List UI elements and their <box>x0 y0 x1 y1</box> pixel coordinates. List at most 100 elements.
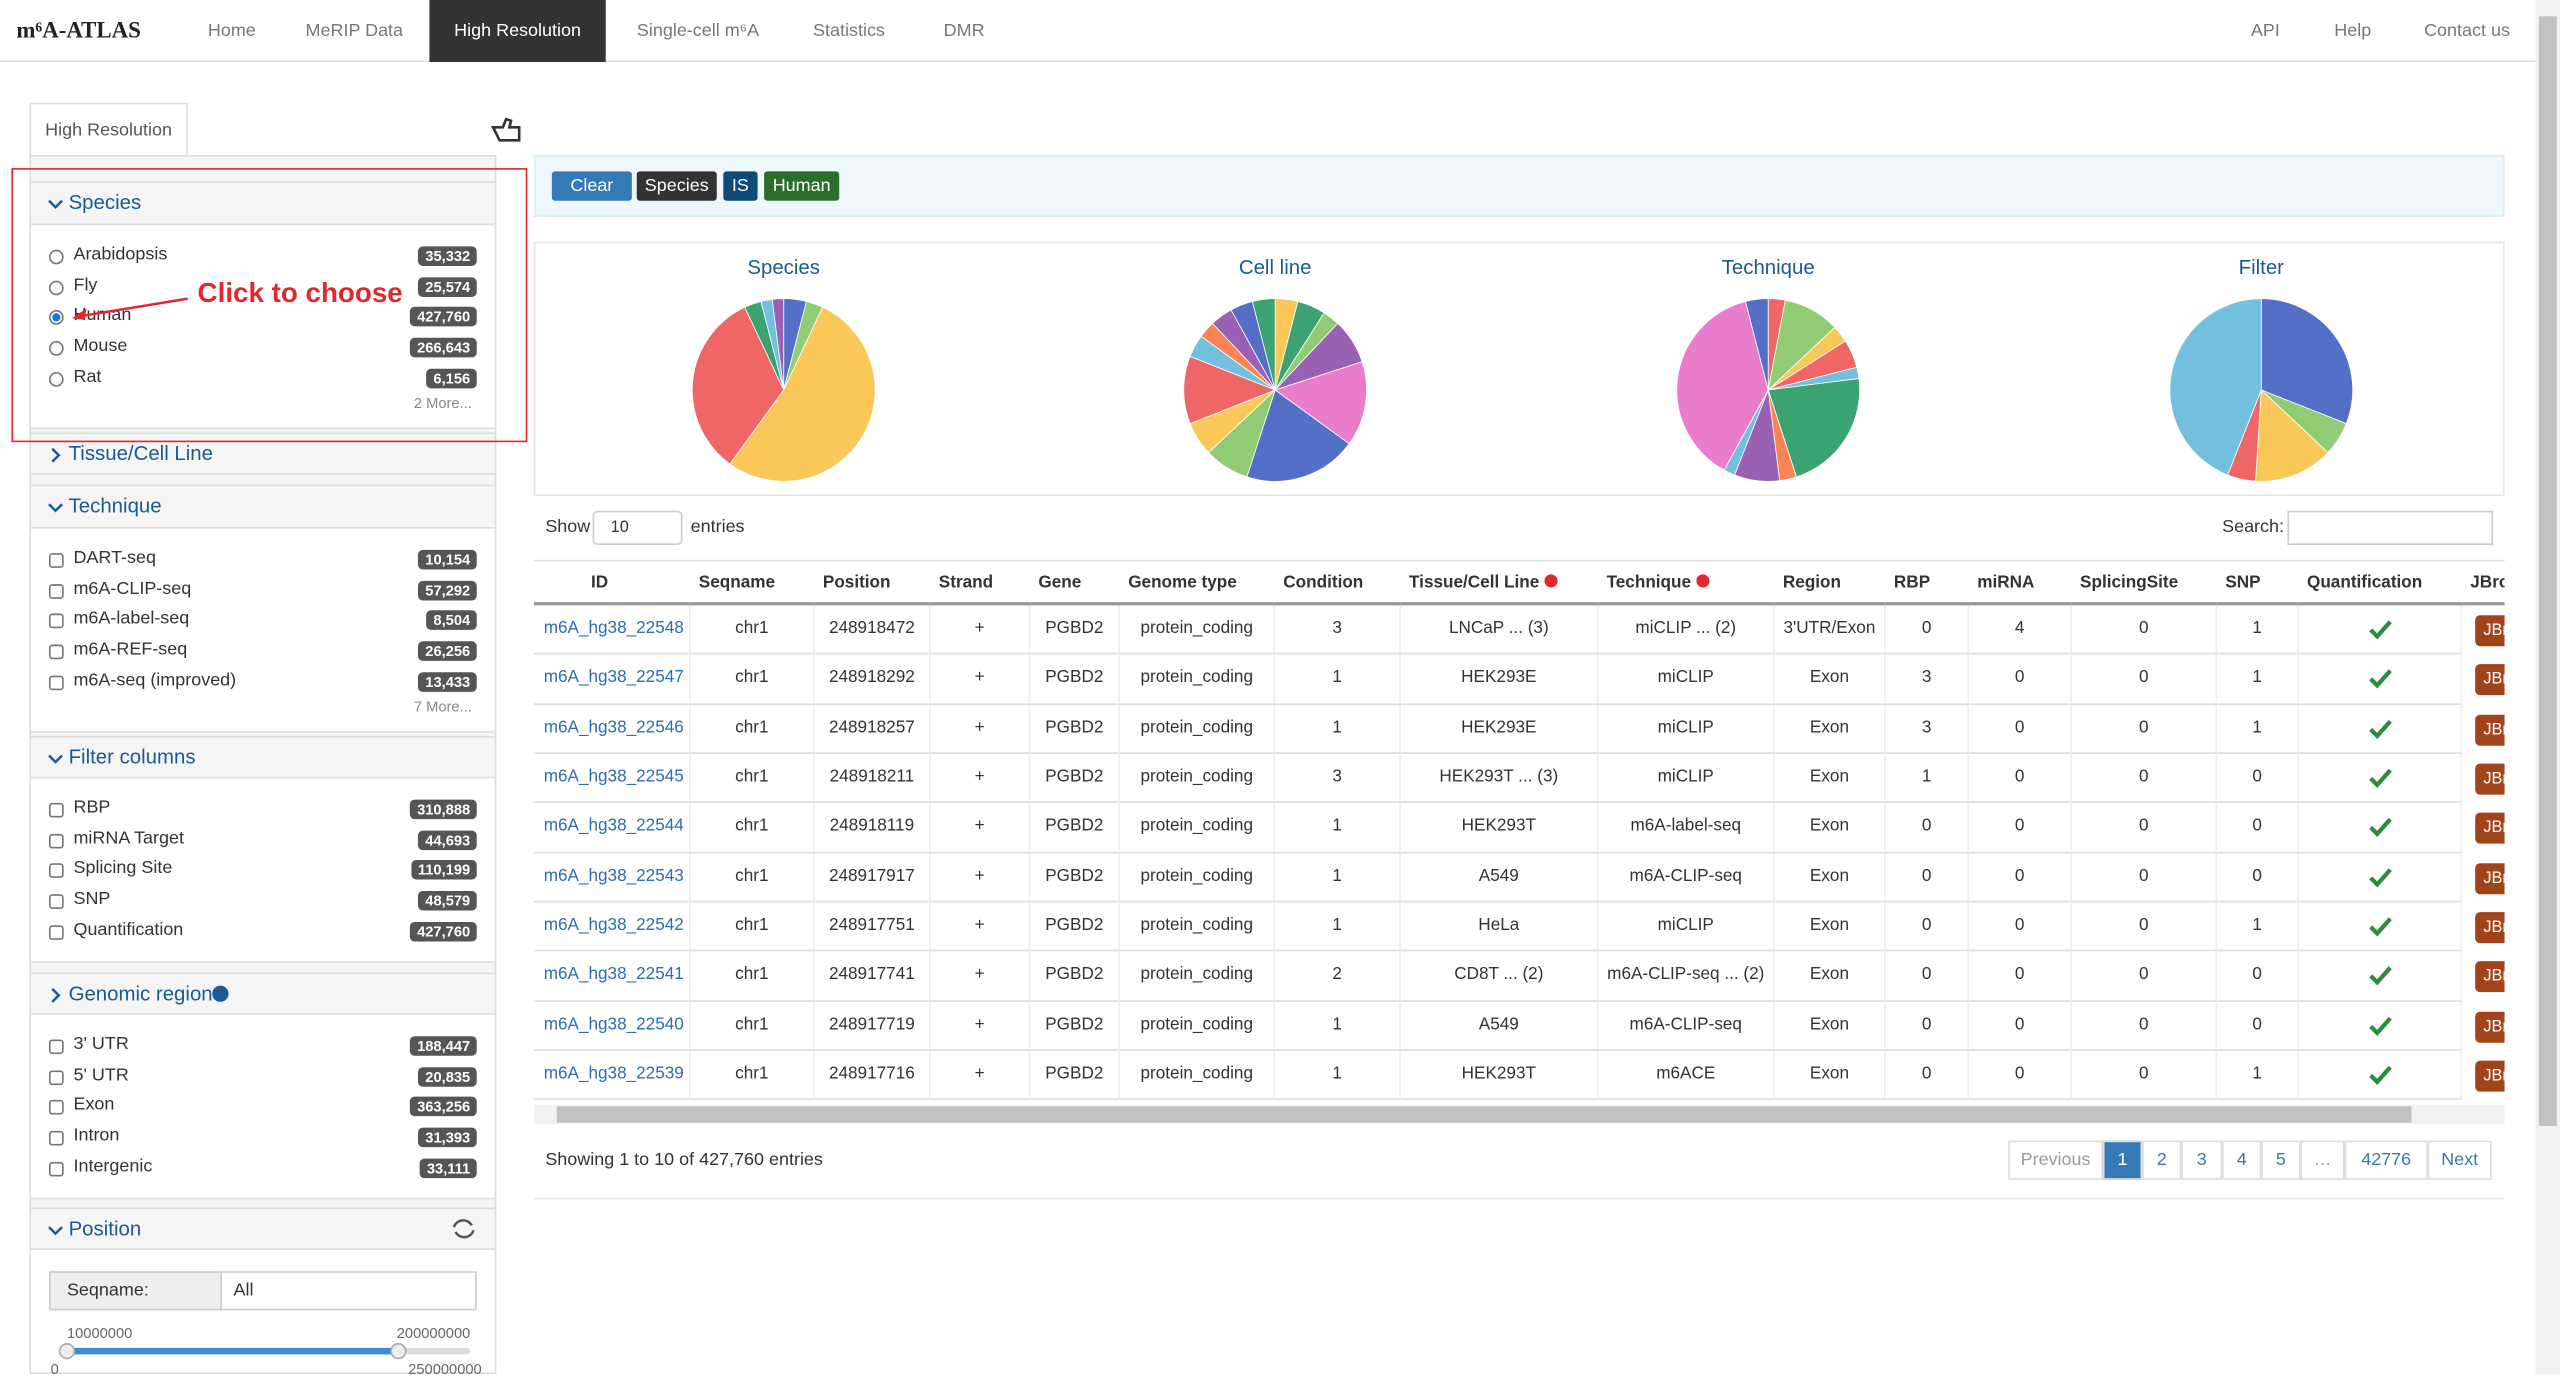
td[interactable]: m6A_hg38_22547 <box>533 654 691 705</box>
th[interactable]: Position <box>814 559 931 606</box>
th[interactable]: Strand <box>930 559 1031 606</box>
td[interactable]: m6A_hg38_22546 <box>533 704 691 754</box>
section-header[interactable] <box>31 735 495 779</box>
search-input[interactable] <box>2287 510 2494 546</box>
checkbox[interactable] <box>48 1130 64 1146</box>
count-badge: 427,760 <box>410 921 477 942</box>
td: protein_coding <box>1120 704 1276 754</box>
length-select[interactable]: 10 <box>592 510 683 546</box>
check-icon <box>2369 818 2392 838</box>
td[interactable]: m6A_hg38_22540 <box>533 1001 691 1052</box>
radio[interactable] <box>48 280 64 295</box>
seqname-select[interactable]: All <box>220 1271 477 1311</box>
section-header[interactable] <box>31 181 495 226</box>
jbrowse-button[interactable]: JBrowse <box>2475 763 2505 795</box>
checkbox[interactable] <box>48 1161 64 1177</box>
th[interactable]: Gene <box>1030 559 1121 606</box>
jbrowse-button[interactable]: JBrowse <box>2475 1011 2505 1043</box>
section-header[interactable] <box>31 432 495 475</box>
section-header[interactable] <box>31 972 495 1015</box>
checkbox[interactable] <box>48 833 64 849</box>
th[interactable]: Tissue/Cell Line <box>1400 559 1599 606</box>
filter-tag[interactable]: Human <box>764 171 840 201</box>
nav-item[interactable]: MeRIP Data <box>305 21 404 41</box>
nav-item[interactable]: Single-cell m⁶A <box>636 21 760 41</box>
slider-handle[interactable] <box>58 1342 76 1360</box>
nav-right-item[interactable]: Contact us <box>2424 21 2510 41</box>
jbrowse-button[interactable]: JBrowse <box>2475 664 2505 696</box>
jbrowse-button[interactable]: JBrowse <box>2475 813 2505 845</box>
checkbox[interactable] <box>48 1069 64 1085</box>
option-label: 5' UTR <box>73 1065 129 1085</box>
page-button[interactable]: … <box>2300 1140 2345 1180</box>
clear-button[interactable]: Clear <box>551 171 632 201</box>
checkbox[interactable] <box>48 924 64 940</box>
checkbox[interactable] <box>48 583 64 599</box>
checkbox[interactable] <box>48 675 64 690</box>
td[interactable]: m6A_hg38_22541 <box>533 952 691 1002</box>
th[interactable]: JBrowse <box>2462 559 2505 606</box>
th[interactable]: RBP <box>1885 559 1970 606</box>
section-header[interactable] <box>31 484 495 529</box>
nav-item[interactable]: High Resolution <box>429 0 606 63</box>
page-button[interactable]: Previous <box>2008 1140 2103 1180</box>
checkbox[interactable] <box>48 614 64 629</box>
td: 1 <box>1885 753 1970 804</box>
th[interactable]: Genome type <box>1120 559 1276 606</box>
th[interactable]: miRNA <box>1969 559 2072 606</box>
th[interactable]: SNP <box>2217 559 2299 606</box>
nav-item[interactable]: Home <box>207 21 256 41</box>
td[interactable]: m6A_hg38_22539 <box>533 1051 691 1101</box>
more-link[interactable]: 7 More... <box>413 698 472 715</box>
filter-tag[interactable]: IS <box>723 171 758 201</box>
checkbox[interactable] <box>48 894 64 910</box>
checkbox[interactable] <box>48 1039 64 1055</box>
jbrowse-button[interactable]: JBrowse <box>2475 615 2505 647</box>
checkbox[interactable] <box>48 802 64 818</box>
nav-right-item[interactable]: Help <box>2334 21 2372 41</box>
th[interactable]: Quantification <box>2298 559 2463 606</box>
page-button[interactable]: 5 <box>2261 1140 2301 1180</box>
page-button[interactable]: 3 <box>2181 1140 2223 1180</box>
page-button[interactable]: 1 <box>2102 1140 2143 1180</box>
td: 248918119 <box>814 803 931 853</box>
th[interactable]: Seqname <box>690 559 815 606</box>
td[interactable]: m6A_hg38_22542 <box>533 902 691 953</box>
th[interactable]: Region <box>1774 559 1886 606</box>
nav-right-item[interactable]: API <box>2250 21 2280 41</box>
nav-item[interactable]: DMR <box>943 21 985 41</box>
td[interactable]: m6A_hg38_22544 <box>533 803 691 853</box>
checkbox[interactable] <box>48 1100 64 1116</box>
jbrowse-button[interactable]: JBrowse <box>2475 714 2505 746</box>
filter-tag[interactable]: Species <box>636 171 717 201</box>
th[interactable]: Condition <box>1275 559 1401 606</box>
radio[interactable] <box>48 341 64 356</box>
td: PGBD2 <box>1030 654 1121 705</box>
page-button[interactable]: 2 <box>2142 1140 2182 1180</box>
sidebar-tab[interactable]: High Resolution <box>29 102 188 157</box>
td[interactable]: m6A_hg38_22545 <box>533 753 691 804</box>
radio[interactable] <box>48 249 64 265</box>
td: m6A-label-seq <box>1598 803 1775 853</box>
page-button[interactable]: 4 <box>2222 1140 2262 1180</box>
checkbox[interactable] <box>48 863 64 879</box>
more-link[interactable]: 2 More... <box>413 394 472 412</box>
td[interactable]: m6A_hg38_22543 <box>533 853 691 903</box>
th[interactable]: Technique <box>1598 559 1775 606</box>
th[interactable]: ID <box>533 559 691 606</box>
jbrowse-button[interactable]: JBrowse <box>2475 912 2505 944</box>
slider-handle[interactable] <box>390 1342 407 1360</box>
h-scroll-thumb <box>556 1106 2412 1123</box>
th[interactable]: SplicingSite <box>2071 559 2218 606</box>
page-button[interactable]: 42776 <box>2344 1140 2428 1180</box>
page-button[interactable]: Next <box>2427 1140 2492 1180</box>
checkbox[interactable] <box>48 644 64 660</box>
td[interactable]: m6A_hg38_22548 <box>533 605 691 655</box>
checkbox[interactable] <box>48 553 64 568</box>
nav-item[interactable]: Statistics <box>813 21 885 41</box>
section-header[interactable] <box>31 1207 495 1250</box>
radio[interactable] <box>48 371 64 387</box>
jbrowse-button[interactable]: JBrowse <box>2475 961 2505 993</box>
jbrowse-button[interactable]: JBrowse <box>2475 1060 2505 1092</box>
jbrowse-button[interactable]: JBrowse <box>2475 862 2505 894</box>
